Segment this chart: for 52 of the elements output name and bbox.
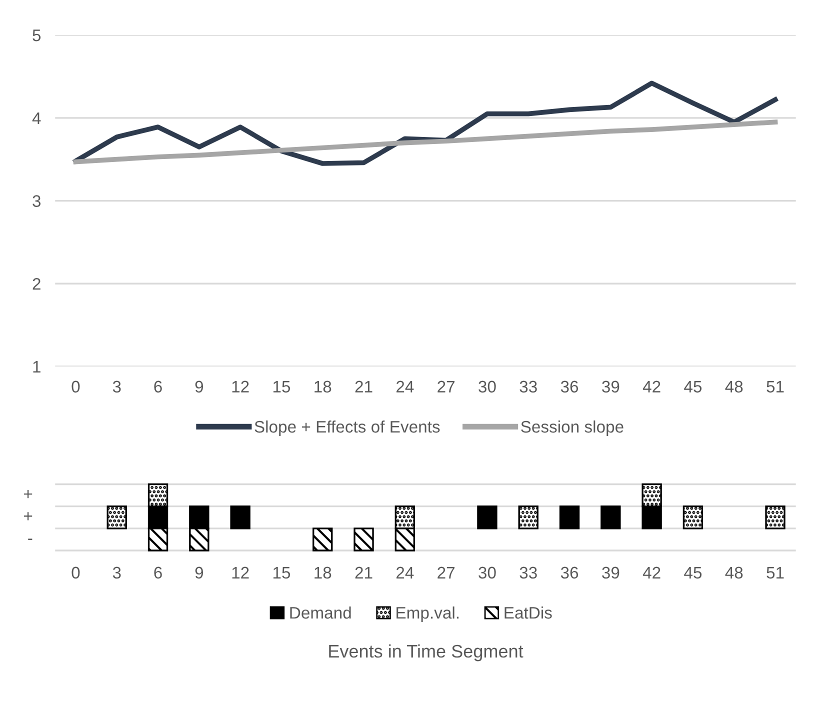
- x-tick-label: 24: [396, 380, 414, 392]
- y-tick-label: 5: [32, 30, 41, 42]
- x-tick-label: 3: [112, 380, 121, 393]
- text: +: [24, 512, 32, 520]
- x-tick-label: 48: [725, 566, 743, 579]
- x-tick-label: 0: [72, 380, 80, 393]
- x-tick-label: 21: [355, 566, 372, 578]
- x-tick-label: 36: [560, 566, 578, 579]
- x-tick-label: 18: [314, 566, 332, 579]
- y-tick-label: 1: [33, 361, 40, 372]
- x-tick-label: 3: [112, 566, 121, 579]
- x-tick-label: 6: [154, 566, 162, 579]
- x-tick-label: 33: [520, 380, 537, 393]
- x-axis-title: Events in Time Segment: [329, 644, 524, 662]
- x-tick-label: 27: [438, 380, 454, 392]
- x-tick-label: 0: [72, 566, 80, 579]
- x-tick-label: 15: [273, 380, 290, 393]
- x-tick-label: 51: [766, 566, 784, 579]
- line-series: [73, 120, 778, 164]
- legend-label: Demand: [290, 606, 351, 619]
- legend-label: Slope + Effects of Events: [254, 420, 440, 436]
- x-tick-label: 12: [232, 380, 249, 392]
- x-tick-label: 39: [602, 380, 620, 393]
- x-tick-label: 30: [478, 566, 496, 579]
- x-tick-label: 27: [438, 566, 454, 578]
- x-tick-label: 9: [195, 380, 204, 393]
- text: +: [24, 490, 32, 498]
- x-tick-label: 51: [766, 380, 784, 393]
- x-tick-label: 45: [684, 380, 702, 393]
- x-tick-label: 9: [195, 566, 204, 579]
- x-tick-label: 18: [314, 380, 332, 393]
- y-tick-label: 4: [32, 112, 41, 124]
- x-tick-label: 39: [602, 566, 620, 579]
- legend-label: EatDis: [504, 606, 552, 619]
- x-tick-label: 6: [154, 380, 162, 393]
- legend-label: Session slope: [521, 420, 624, 436]
- line-series: [73, 80, 778, 166]
- y-tick-label: 3: [32, 195, 41, 207]
- x-tick-label: 33: [520, 566, 537, 579]
- x-tick-label: 48: [725, 380, 743, 393]
- x-tick-label: 42: [642, 380, 660, 392]
- x-tick-label: 30: [478, 380, 496, 393]
- x-tick-label: 24: [396, 566, 414, 578]
- x-tick-label: 42: [642, 566, 660, 578]
- text: -: [28, 538, 32, 540]
- y-tick-label: 2: [32, 278, 40, 290]
- legend-label: Emp.val.: [396, 606, 459, 622]
- x-tick-label: 15: [273, 566, 290, 579]
- x-tick-label: 45: [684, 566, 702, 579]
- x-tick-label: 36: [560, 380, 578, 393]
- x-tick-label: 21: [355, 380, 372, 392]
- x-tick-label: 12: [232, 566, 249, 578]
